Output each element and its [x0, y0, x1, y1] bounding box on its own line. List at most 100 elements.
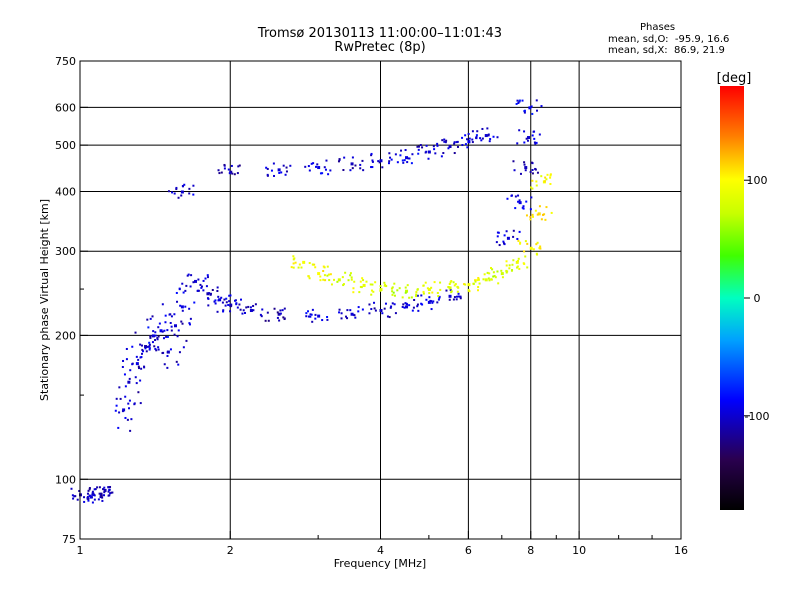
data-point-echo: [322, 265, 325, 268]
data-point-echo: [430, 308, 433, 311]
data-point-echo: [322, 270, 325, 273]
data-point-echo: [490, 278, 493, 281]
data-point: [317, 272, 321, 276]
data-point-echo: [234, 299, 237, 302]
data-point-echo: [321, 319, 324, 322]
data-point: [405, 156, 409, 160]
data-point-echo: [98, 486, 101, 489]
data-point-echo: [170, 315, 173, 318]
data-point-echo: [516, 142, 519, 145]
data-point-echo: [453, 142, 456, 145]
data-point-echo: [476, 130, 479, 133]
data-point-echo: [279, 309, 282, 312]
data-point-echo: [381, 166, 384, 169]
data-point-echo: [93, 494, 96, 497]
data-point-echo: [144, 347, 147, 350]
colorbar-ticks: 100 0 -100: [744, 174, 769, 423]
data-point-echo: [492, 271, 495, 274]
data-point-echo: [230, 164, 233, 167]
data-point-echo: [422, 290, 425, 293]
data-point-echo: [124, 416, 127, 419]
data-point-echo: [340, 317, 343, 320]
data-point-echo: [196, 289, 199, 292]
data-point-echo: [235, 303, 238, 306]
data-point-echo: [384, 302, 387, 305]
data-point-echo: [254, 303, 257, 306]
data-point-echo: [531, 172, 534, 175]
data-point-echo: [542, 213, 545, 216]
data-point-echo: [179, 304, 182, 307]
colorbar: [720, 86, 744, 510]
data-point-echo: [518, 99, 521, 102]
data-point-echo: [349, 272, 352, 275]
data-point-echo: [417, 148, 420, 151]
data-point-echo: [157, 335, 160, 338]
data-point-echo: [229, 294, 232, 297]
data-point-echo: [161, 303, 164, 306]
data-point-echo: [319, 275, 322, 278]
data-point-echo: [83, 496, 86, 499]
data-point-echo: [304, 165, 307, 168]
data-point-echo: [514, 195, 517, 198]
data-point-echo: [490, 266, 493, 269]
data-point-echo: [359, 280, 362, 283]
data-point-echo: [457, 295, 460, 298]
data-point-echo: [177, 329, 180, 332]
data-point: [229, 303, 233, 307]
data-point-echo: [220, 171, 223, 174]
data-point-echo: [534, 142, 537, 145]
data-point-echo: [164, 314, 167, 317]
data-point-echo: [341, 276, 344, 279]
data-point-echo: [535, 184, 538, 187]
data-point-echo: [285, 170, 288, 173]
data-point-echo: [533, 137, 536, 140]
data-point-echo: [266, 173, 269, 176]
data-point-echo: [175, 186, 178, 189]
data-point-echo: [146, 318, 149, 321]
data-point-echo: [436, 142, 439, 145]
data-point-echo: [217, 169, 220, 172]
data-point-echo: [114, 409, 117, 412]
data-point-echo: [463, 283, 466, 286]
data-point-echo: [121, 410, 124, 413]
data-point-echo: [439, 281, 442, 284]
data-point: [427, 150, 431, 154]
data-point-echo: [442, 152, 445, 155]
data-point-echo: [396, 161, 399, 164]
data-point-echo: [441, 139, 444, 142]
data-point-echo: [161, 352, 164, 355]
data-point-echo: [383, 307, 386, 310]
data-point-echo: [532, 130, 535, 133]
data-point-echo: [265, 166, 268, 169]
data-point-echo: [100, 494, 103, 497]
data-point-echo: [221, 301, 224, 304]
data-point-echo: [479, 137, 482, 140]
data-point-echo: [403, 306, 406, 309]
data-point-echo: [433, 281, 436, 284]
data-point: [448, 294, 452, 298]
data-point-echo: [307, 315, 310, 318]
data-point-echo: [129, 429, 132, 432]
data-point-echo: [180, 194, 183, 197]
data-point-echo: [333, 278, 336, 281]
data-point-echo: [108, 488, 111, 491]
data-point-echo: [523, 250, 526, 253]
data-point-echo: [326, 265, 329, 268]
data-point-echo: [370, 293, 373, 296]
data-point: [448, 145, 452, 149]
data-point-echo: [285, 166, 288, 169]
data-point-echo: [272, 162, 275, 165]
data-point-echo: [404, 149, 407, 152]
data-point-echo: [370, 308, 373, 311]
data-point: [122, 408, 126, 412]
data-point-echo: [511, 263, 514, 266]
data-point-echo: [218, 172, 221, 175]
data-point-echo: [147, 326, 150, 329]
data-point-echo: [148, 343, 151, 346]
data-point-echo: [447, 147, 450, 150]
data-point-echo: [368, 303, 371, 306]
data-point-echo: [402, 161, 405, 164]
data-point-echo: [533, 141, 536, 144]
data-point-echo: [416, 303, 419, 306]
data-point-echo: [135, 355, 138, 358]
